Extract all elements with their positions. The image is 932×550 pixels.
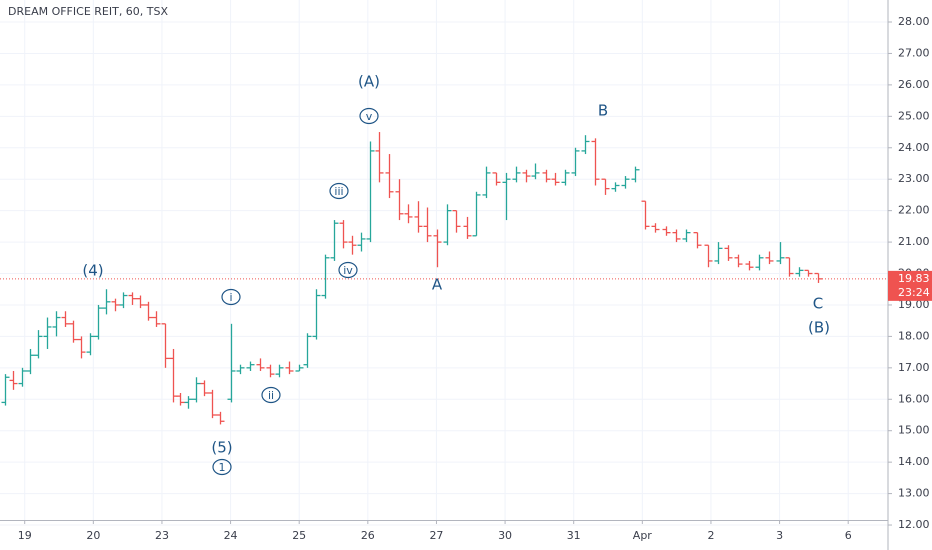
x-tick-label: 3 [776,529,783,542]
annotation-circle [329,182,349,200]
annotation: A [432,276,443,294]
y-tick-label: 26.00 [898,78,930,91]
x-tick-label: 24 [224,529,238,542]
bars [1,132,823,425]
annotation-circle [359,107,379,125]
annotation-circle [212,458,232,476]
y-tick-label: 15.00 [898,424,930,437]
annotation: 1 [219,461,226,474]
y-tick-label: 13.00 [898,487,930,500]
x-tick-label: 6 [845,529,852,542]
annotation: (A) [358,73,380,91]
x-tick-label: 25 [292,529,306,542]
x-tick-label: Apr [633,529,653,542]
annotation-circle [261,386,281,404]
annotation: ii [268,389,274,402]
last-price-box [888,270,932,301]
y-tick-label: 27.00 [898,46,930,59]
y-tick-label: 28.00 [898,15,930,28]
y-tick-label: 18.00 [898,329,930,342]
annotation: B [598,102,608,120]
last-price-label: 19.83 [898,272,930,285]
chart-title: DREAM OFFICE REIT, 60, TSX [8,5,169,18]
annotation: iv [343,264,353,277]
annotation: iii [334,185,343,198]
y-tick-label: 19.00 [898,298,930,311]
annotation-circle [221,288,241,306]
grid [0,0,888,526]
annotation: (5) [211,439,232,457]
y-tick-label: 14.00 [898,455,930,468]
annotation: C [813,295,823,313]
annotation: i [229,291,232,304]
x-tick-label: 26 [361,529,375,542]
x-tick-label: 23 [155,529,169,542]
y-tick-label: 22.00 [898,204,930,217]
x-tick-label: 30 [498,529,512,542]
x-tick-label: 20 [86,529,100,542]
x-tick-label: 2 [707,529,714,542]
y-tick-label: 23.00 [898,172,930,185]
countdown-label: 23:24 [898,286,930,299]
y-tick-label: 12.00 [898,518,930,531]
x-tick-label: 19 [18,529,32,542]
y-tick-label: 24.00 [898,141,930,154]
annotation: (4) [82,262,103,280]
annotation: (B) [808,319,830,337]
annotation-circle [338,261,358,279]
annotation: v [366,110,373,123]
x-tick-label: 31 [567,529,581,542]
y-tick-label: 17.00 [898,361,930,374]
y-tick-label: 16.00 [898,392,930,405]
y-tick-label: 21.00 [898,235,930,248]
x-tick-label: 27 [429,529,443,542]
y-tick-label: 25.00 [898,109,930,122]
